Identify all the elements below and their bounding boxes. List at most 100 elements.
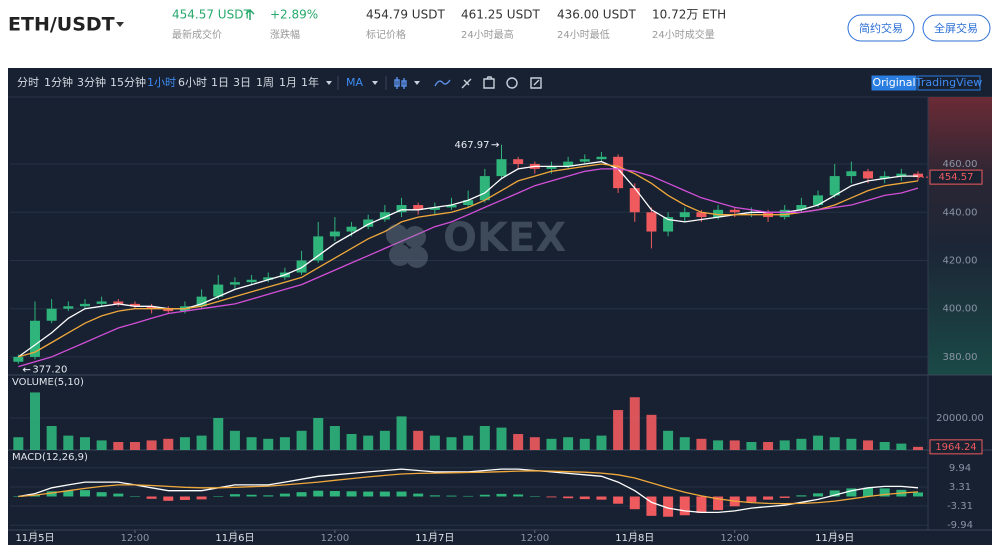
macd-bar	[163, 496, 174, 501]
interval-button[interactable]: 3日	[233, 76, 251, 89]
high-annotation: 467.97	[454, 140, 489, 151]
view-tab[interactable]	[917, 75, 981, 91]
candle-body	[796, 205, 807, 210]
interval-button[interactable]: 6小时	[178, 76, 207, 89]
interval-button[interactable]: 分时	[17, 76, 39, 89]
candle-body	[196, 296, 207, 307]
macd-bar	[763, 496, 774, 500]
volume-bar	[729, 440, 740, 450]
y-tick-label: 9.94	[949, 463, 971, 474]
x-tick-label: 11月9日	[815, 532, 854, 544]
macd-bar	[296, 492, 307, 497]
tool-icons[interactable]	[394, 76, 542, 89]
interval-button[interactable]: 15分钟	[110, 75, 146, 89]
volume-bar	[579, 438, 590, 450]
volume-bar	[529, 437, 540, 450]
volume-bar	[829, 437, 840, 450]
volume-bar	[129, 442, 140, 450]
view-tab-label[interactable]: TradingView	[915, 76, 982, 89]
macd-bar	[46, 491, 57, 497]
up-arrow	[245, 8, 255, 20]
stat-label: 最新成交价	[172, 28, 222, 41]
volume-bar	[313, 418, 324, 450]
interval-button[interactable]: 1周	[256, 76, 274, 89]
macd-bar	[496, 493, 507, 497]
low-annotation: 377.20	[32, 365, 67, 376]
volume-bar	[763, 442, 774, 450]
macd-bar	[629, 496, 640, 510]
simple-trade-button[interactable]	[847, 14, 915, 42]
symbol-dropdown[interactable]	[116, 22, 124, 27]
macd-bar	[146, 496, 157, 499]
candle-body	[246, 279, 257, 283]
candle-body	[829, 176, 840, 196]
y-tick-label: 400.00	[943, 304, 978, 315]
y-tick-label: 20000.00	[936, 413, 984, 424]
x-tick-label: 11月5日	[15, 532, 54, 544]
macd-bar	[796, 495, 807, 497]
volume-24h: 10.72万 ETH	[652, 8, 726, 22]
interval-button[interactable]: 1小时	[147, 76, 176, 89]
chart-panel	[8, 68, 992, 545]
interval-button[interactable]: 1年	[301, 75, 319, 89]
last-price-label: 454.57	[939, 172, 974, 183]
volume-bar	[396, 416, 407, 450]
volume-bar	[463, 435, 474, 450]
candle-body	[563, 161, 574, 167]
indicator-button[interactable]: MA	[346, 76, 363, 89]
fullscreen-trade-label[interactable]: 全屏交易	[934, 21, 978, 35]
last-volume-tag	[929, 439, 983, 455]
view-tab-label[interactable]: Original	[872, 76, 915, 89]
panel-title: VOLUME(5,10)	[12, 377, 84, 388]
dropdown-icons[interactable]	[326, 81, 420, 85]
y-tick-label: 380.00	[943, 352, 978, 363]
view-tab[interactable]	[871, 75, 917, 91]
macd-bar	[579, 496, 590, 500]
x-tick-label: 12:00	[720, 533, 749, 544]
macd-bar	[196, 496, 207, 500]
volume-bar	[413, 430, 424, 450]
macd-bar	[713, 496, 724, 511]
interval-button[interactable]: 3分钟	[77, 75, 106, 89]
volume-bar	[846, 438, 857, 450]
simple-trade-label[interactable]: 简约交易	[859, 21, 903, 35]
volume-bar	[563, 437, 574, 450]
candle-body	[579, 159, 590, 162]
candle-body	[79, 303, 90, 307]
candle-body	[113, 301, 124, 304]
macd-bar	[913, 492, 924, 497]
x-tick-label: 12:00	[121, 533, 150, 544]
volume-bar	[263, 438, 274, 450]
macd-bar	[329, 491, 340, 497]
volume-bar	[213, 418, 224, 450]
candle-body	[446, 205, 457, 208]
macd-bar	[129, 496, 140, 497]
macd-bar	[513, 494, 524, 497]
volume-bar	[646, 414, 657, 450]
candle-body	[146, 306, 157, 309]
interval-button[interactable]: 1分钟	[44, 75, 73, 89]
volume-bar	[713, 440, 724, 450]
macd-bar	[63, 490, 74, 497]
symbol[interactable]: ETH/USDT	[8, 14, 115, 36]
macd-bar	[96, 492, 107, 497]
interval-button[interactable]: 1月	[279, 76, 297, 89]
y-tick-label: -3.31	[947, 501, 973, 512]
candle-body	[729, 209, 740, 213]
y-tick-label: 460.00	[943, 159, 978, 170]
candle-body	[663, 217, 674, 232]
volume-bar	[796, 438, 807, 450]
interval-button[interactable]: 1日	[211, 76, 229, 89]
candle-body	[496, 159, 507, 177]
candle-body	[613, 156, 624, 189]
macd-bar	[846, 488, 857, 497]
y-tick-label: 3.31	[949, 482, 971, 493]
last-price: 454.57 USDT	[172, 8, 251, 22]
fullscreen-trade-button[interactable]	[922, 14, 991, 42]
macd-bar	[113, 493, 124, 497]
macd-bar	[396, 491, 407, 497]
candle-body	[363, 219, 374, 227]
candle-body	[229, 282, 240, 285]
volume-bar	[896, 443, 907, 450]
macd-bar	[179, 496, 190, 500]
